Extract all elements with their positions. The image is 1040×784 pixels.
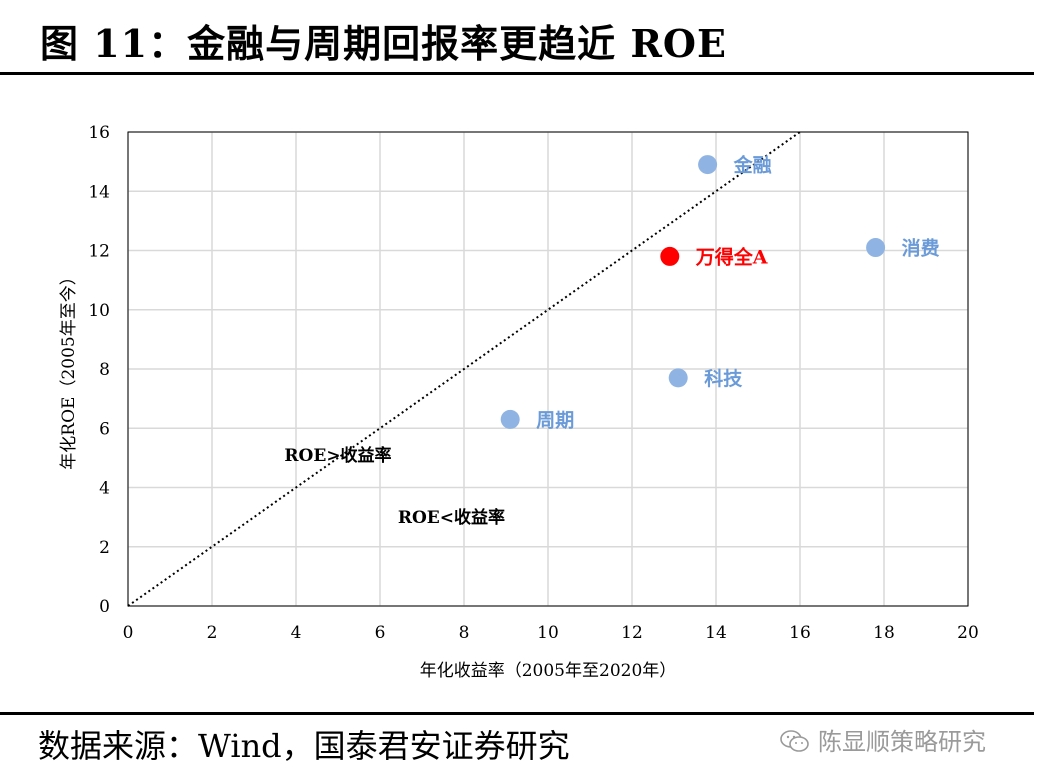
y-tick-label: 6 [99,419,110,439]
watermark-text: 陈显顺策略研究 [818,728,986,756]
data-label: 金融 [733,154,772,177]
plot-area [127,131,969,607]
region-annotations: ROE>收益率 ROE<收益率 [284,445,505,528]
watermark: 陈显顺策略研究 [780,722,986,762]
data-point [660,246,680,266]
data-label: 科技 [704,367,743,390]
y-tick-label: 0 [99,597,110,617]
y-tick-labels: 0 2 4 6 8 10 12 14 16 [88,123,110,617]
wechat-icon [780,730,809,752]
x-tick-label: 10 [537,623,559,643]
data-point [698,155,718,175]
region-annotation: ROE<收益率 [398,507,505,528]
y-tick-label: 16 [88,123,110,143]
x-axis-label: 年化收益率（2005年至2020年） [420,661,677,681]
data-label: 周期 [536,409,574,431]
data-point [500,409,520,429]
x-tick-label: 2 [207,623,218,643]
y-tick-label: 14 [88,182,110,202]
scatter-chart: 0 2 4 6 8 10 12 14 16 18 20 0 2 4 6 8 10 12 14 16 年化收益率（20… [59,123,979,681]
x-tick-label: 20 [957,623,979,643]
region-annotation: ROE>收益率 [284,445,391,466]
data-source: 数据来源：Wind，国泰君安证券研究 [38,727,570,765]
figure-title: 图 11：金融与周期回报率更趋近 ROE [40,21,727,66]
x-tick-label: 4 [291,623,302,643]
data-label: 消费 [902,237,940,260]
x-tick-label: 18 [873,623,895,643]
x-tick-label: 12 [621,623,643,643]
title-divider [0,72,1034,75]
data-label: 万得全A [695,245,768,268]
x-tick-label: 0 [123,623,134,643]
data-point [668,368,688,388]
y-tick-label: 10 [88,301,110,321]
x-tick-labels: 0 2 4 6 8 10 12 14 16 18 20 [123,623,979,643]
footer-divider [0,712,1034,715]
reference-line-y-equals-x [127,131,801,607]
y-axis-label: 年化ROE（2005年至今） [59,268,79,469]
x-tick-label: 6 [375,623,386,643]
data-point [866,238,886,258]
y-tick-label: 12 [88,242,110,262]
chart-grid [127,131,969,607]
y-tick-label: 2 [99,538,110,558]
x-tick-label: 8 [459,623,470,643]
x-tick-label: 14 [705,623,727,643]
x-tick-label: 16 [789,623,811,643]
y-tick-label: 8 [99,360,110,380]
y-tick-label: 4 [99,479,110,499]
